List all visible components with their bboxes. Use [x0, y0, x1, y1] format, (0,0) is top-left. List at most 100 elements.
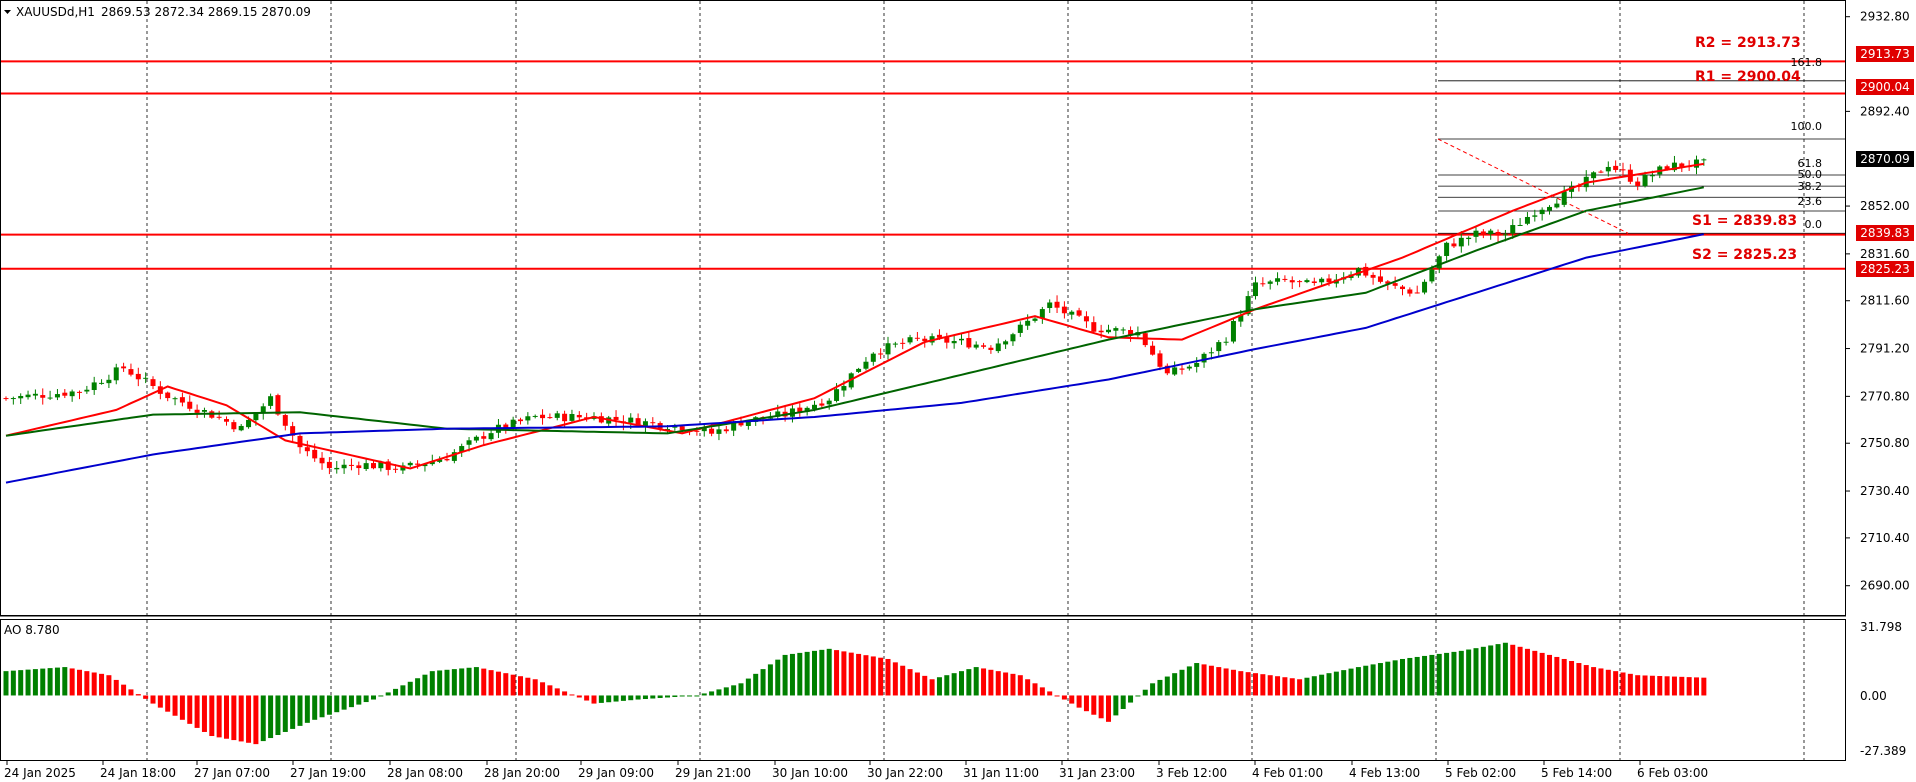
ao-bar [297, 695, 303, 726]
candle-body [1113, 328, 1119, 331]
ao-bar [385, 692, 391, 696]
price-axis: 2932.80 2892.40 2852.00 2831.60 2811.60 2791.… [1845, 10, 1910, 593]
ao-bar [973, 667, 979, 696]
ao-bar [642, 695, 648, 700]
candle-body [1598, 171, 1604, 173]
candle-body [598, 416, 604, 423]
ao-bar [260, 695, 266, 742]
moving-average-lines [5, 162, 1705, 484]
ao-bar [444, 669, 450, 696]
candle-body [944, 337, 950, 343]
candle-body [201, 410, 207, 412]
ao-bar [959, 671, 964, 696]
ao-bar [253, 695, 259, 745]
ao-bar [1039, 687, 1045, 696]
candle-body [701, 427, 707, 432]
candle-body [437, 459, 443, 462]
candle-body [1208, 352, 1214, 354]
ao-bar [1649, 675, 1655, 696]
candle-body [1554, 203, 1560, 208]
ao-bar [172, 695, 178, 716]
candle-body [275, 395, 281, 415]
candle-body [1502, 234, 1508, 236]
ao-bar [268, 695, 274, 739]
ao-bar [1502, 642, 1508, 696]
candle-body [415, 463, 421, 465]
candle-body [231, 422, 237, 430]
candle-body [731, 421, 737, 431]
ao-bar [1128, 695, 1134, 703]
candle-body [69, 391, 75, 397]
dropdown-triangle-icon[interactable] [4, 10, 11, 14]
candle-body [1245, 296, 1251, 315]
ao-bar [665, 695, 670, 698]
current-price-tag-text: 2870.09 [1860, 152, 1910, 166]
candle-body [885, 343, 891, 355]
ao-bar [1230, 669, 1236, 696]
symbol-header[interactable]: XAUUSDd,H1 2869.53 2872.34 2869.15 2870.… [4, 5, 311, 19]
ao-bar [150, 695, 156, 704]
candle-body [1061, 306, 1067, 314]
candle-body [378, 461, 384, 469]
candle-body [819, 403, 825, 406]
candle-body [400, 465, 406, 471]
ao-bar [304, 695, 310, 723]
candle-body [1517, 224, 1523, 226]
ao-bar [238, 695, 244, 742]
candle-body [1635, 181, 1641, 186]
candle-body [650, 422, 656, 424]
candle-body [91, 382, 97, 391]
ao-bar [1216, 667, 1222, 696]
ao-bar [848, 652, 854, 696]
ao-bar [1429, 654, 1435, 696]
candle-body [54, 394, 60, 398]
ao-bar [687, 695, 693, 697]
r1-price-tag [1856, 79, 1914, 95]
candle-body [121, 366, 127, 369]
candle-body [40, 395, 46, 398]
ao-bar [1194, 663, 1200, 696]
candle-body [3, 398, 9, 400]
ao-bar [1106, 695, 1111, 722]
ao-bar [841, 651, 847, 696]
ao-bar [209, 695, 215, 737]
ao-bar [650, 695, 656, 699]
ao-bar [1348, 668, 1354, 696]
candle-body [1311, 281, 1317, 284]
candle-body [959, 338, 964, 341]
symbol-label: XAUUSDd,H1 [16, 5, 95, 19]
s2-price-tag-text: 2825.23 [1860, 262, 1910, 276]
ao-bar [922, 675, 928, 696]
ao-bar [1289, 678, 1295, 696]
price-tick-label: 2710.40 [1860, 531, 1910, 545]
ao-bar [525, 677, 531, 696]
support-resistance-levels [1, 60, 1845, 270]
ao-bar [547, 685, 553, 696]
candle-body [1054, 301, 1060, 308]
candle-body [348, 464, 354, 466]
ao-bar [135, 694, 141, 696]
candle-body [363, 463, 369, 470]
candle-body [834, 389, 840, 401]
ao-bar [62, 667, 68, 696]
ao-bar [1407, 657, 1413, 696]
candle-body [429, 461, 435, 465]
candle-body [1304, 280, 1310, 283]
ao-bar [231, 695, 237, 741]
fib-label-23: 23.6 [1798, 195, 1823, 208]
ao-bar [1333, 671, 1339, 696]
candle-body [1400, 286, 1405, 290]
ao-bar [77, 669, 82, 696]
ao-bar [1061, 695, 1067, 700]
candle-body [1524, 216, 1530, 224]
ao-bar [1032, 683, 1038, 696]
candle-body [47, 397, 53, 399]
ao-bar [91, 672, 97, 696]
candle-body [900, 342, 906, 344]
ao-bar [613, 695, 619, 702]
candle-body [356, 465, 362, 469]
ao-bar [1355, 667, 1361, 696]
fib-label-100: 100.0 [1791, 120, 1823, 133]
ao-bar [936, 677, 942, 696]
